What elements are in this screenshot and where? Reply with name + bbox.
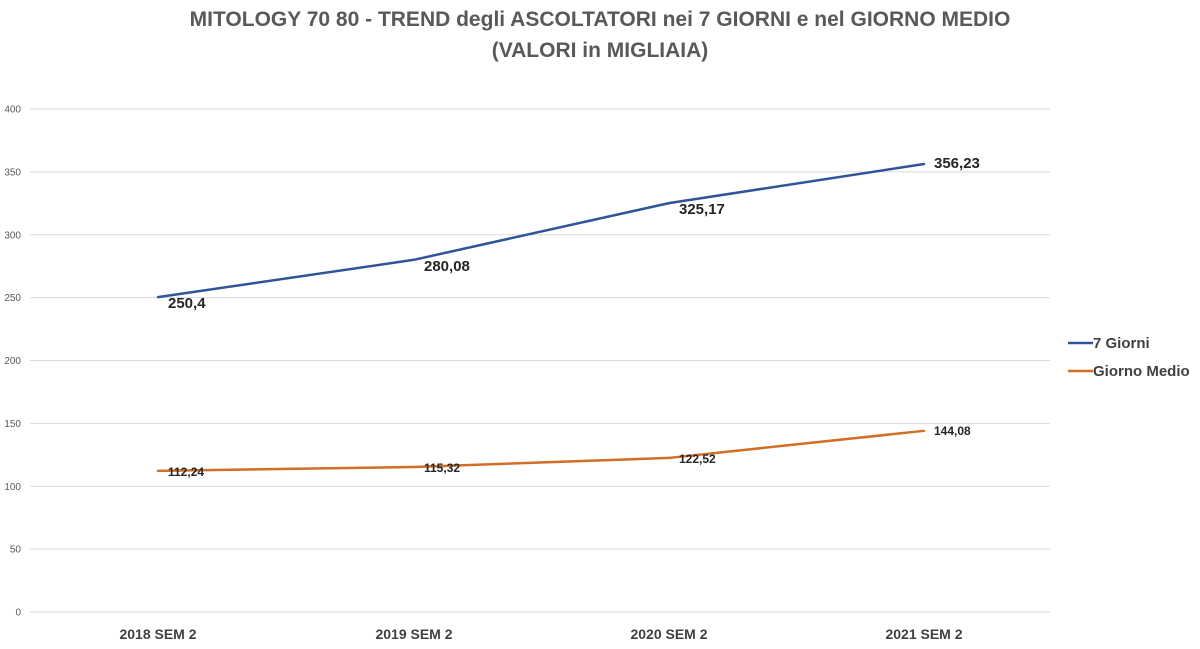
data-label: 122,52 [679, 452, 716, 466]
y-tick-label: 350 [4, 167, 21, 178]
y-tick-label: 300 [4, 230, 21, 241]
data-point [157, 296, 159, 298]
data-label: 325,17 [679, 201, 725, 218]
chart-title: MITOLOGY 70 80 - TREND degli ASCOLTATORI… [189, 8, 1011, 31]
data-label: 356,23 [934, 155, 980, 172]
data-point [923, 430, 925, 432]
series-line-giorno-medio [156, 429, 926, 473]
data-point [157, 470, 159, 472]
x-category-label: 2020 SEM 2 [630, 626, 707, 642]
y-tick-label: 100 [4, 482, 21, 493]
data-label: 250,4 [168, 295, 206, 312]
y-axis-ticks: 0 50 100 150 200 250 300 350 400 [4, 105, 21, 619]
x-category-label: 2018 SEM 2 [119, 626, 196, 642]
data-point [413, 466, 415, 468]
chart-title-block: MITOLOGY 70 80 - TREND degli ASCOLTATORI… [0, 4, 1200, 66]
data-label: 144,08 [934, 424, 971, 438]
chart-subtitle: (VALORI in MIGLIAIA) [491, 39, 709, 62]
x-category-label: 2021 SEM 2 [885, 626, 962, 642]
y-tick-label: 50 [10, 545, 22, 556]
data-point [668, 202, 670, 204]
legend-label: 7 Giorni [1093, 335, 1150, 352]
data-label: 115,32 [424, 461, 460, 475]
y-tick-label: 250 [4, 293, 21, 304]
y-tick-label: 200 [4, 356, 21, 367]
y-tick-label: 150 [4, 419, 21, 430]
gridlines [30, 108, 1050, 613]
series-lines [156, 162, 926, 473]
data-point [923, 163, 925, 165]
y-tick-label: 400 [4, 105, 21, 116]
data-point [413, 259, 415, 261]
legend: 7 Giorni Giorno Medio [1068, 335, 1190, 380]
series-line-7-giorni [156, 162, 926, 299]
data-label: 280,08 [424, 258, 470, 275]
data-labels: 250,4 280,08 325,17 356,23 112,24 115,32 122,5… [168, 155, 980, 479]
y-tick-label: 0 [15, 608, 21, 619]
x-axis-categories: 2018 SEM 2 2019 SEM 2 2020 SEM 2 2021 SEM 2 [119, 626, 962, 642]
legend-label: Giorno Medio [1093, 363, 1190, 380]
x-category-label: 2019 SEM 2 [375, 626, 452, 642]
data-point [668, 457, 670, 459]
data-label: 112,24 [168, 465, 204, 479]
